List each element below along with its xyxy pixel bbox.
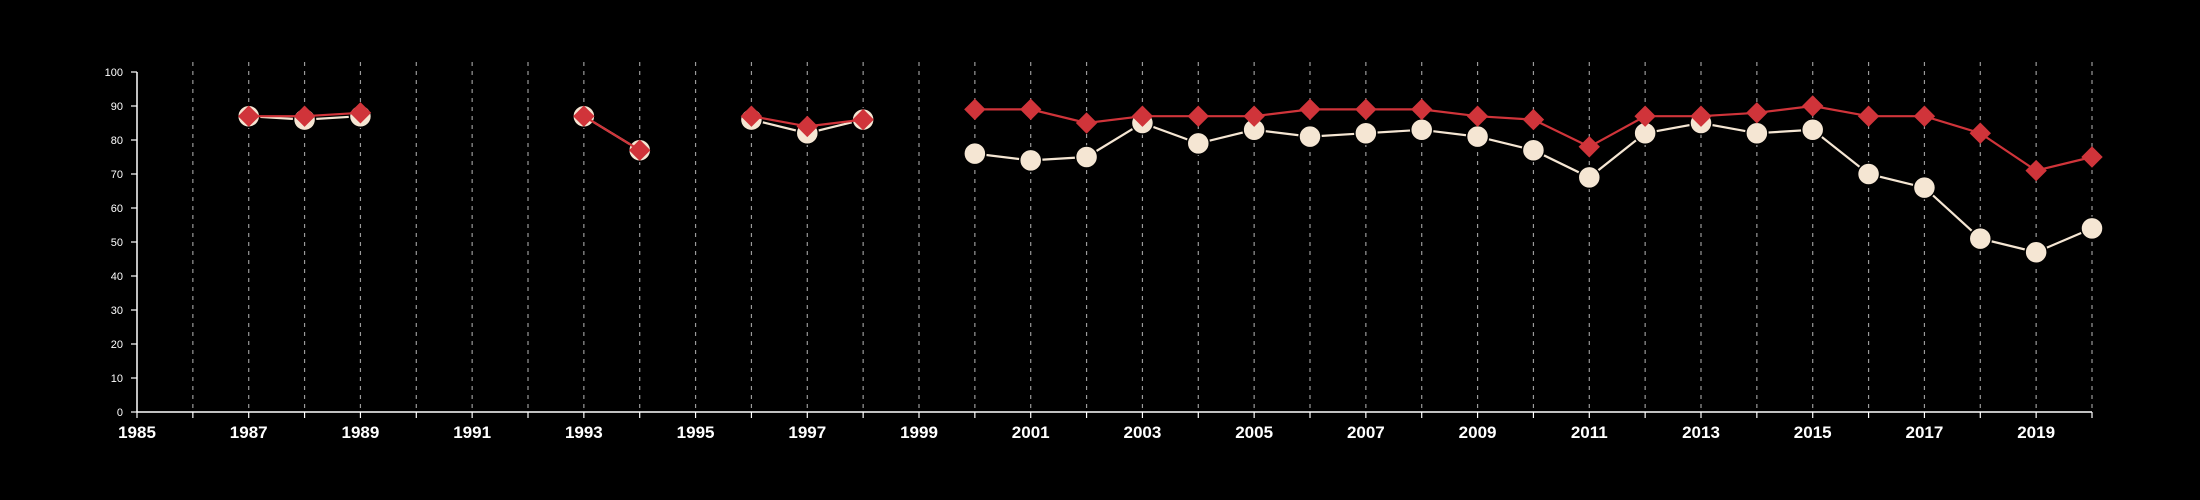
data-point (1187, 105, 1209, 127)
x-tick-label: 2003 (1124, 423, 1162, 442)
x-tick-label: 1993 (565, 423, 603, 442)
data-point (293, 105, 316, 127)
data-point (1466, 105, 1489, 127)
data-point (349, 102, 372, 124)
data-point (1969, 122, 1991, 144)
y-tick-label: 80 (111, 135, 123, 147)
data-series (236, 95, 2104, 264)
data-point (852, 108, 874, 131)
x-tick-label: 2019 (2017, 423, 2055, 442)
y-tick-label: 50 (111, 237, 123, 249)
data-point (1746, 102, 1768, 124)
data-point (964, 98, 986, 121)
data-point (1577, 165, 1602, 190)
data-point (1912, 175, 1937, 200)
data-point (1800, 118, 1825, 142)
y-tick-label: 60 (111, 203, 123, 215)
data-point (1299, 98, 1321, 121)
data-point (1857, 105, 1880, 127)
data-point (963, 141, 987, 166)
x-tick-label: 2001 (1012, 423, 1050, 442)
data-point (1298, 124, 1322, 149)
axes: 0 10 20 30 40 50 60 70 80 90 100 1985 1987 1989 1991 19… (105, 67, 2093, 442)
data-point (1856, 162, 1881, 186)
data-point (1075, 112, 1098, 134)
data-point (1578, 136, 1600, 158)
data-point (1634, 105, 1656, 127)
series-1 (236, 104, 2104, 264)
y-tick-label: 70 (111, 169, 123, 181)
data-point (1690, 105, 1712, 127)
x-tick-label: 1987 (230, 423, 268, 442)
y-tick-label: 10 (111, 373, 123, 385)
x-tick-label: 2013 (1682, 423, 1720, 442)
data-point (1186, 131, 1211, 156)
data-point (1411, 98, 1433, 121)
y-tick-label: 30 (111, 305, 123, 317)
data-point (1409, 118, 1434, 142)
data-point (1802, 95, 1824, 117)
data-point (1243, 105, 1265, 127)
data-point (573, 105, 595, 127)
data-point (1131, 105, 1154, 127)
data-point (1745, 121, 1769, 145)
x-tick-label: 2009 (1459, 423, 1497, 442)
data-point (629, 139, 651, 161)
y-tick-label: 90 (111, 101, 123, 113)
x-tick-label: 1991 (453, 423, 491, 442)
data-point (2025, 159, 2047, 182)
data-point (740, 105, 763, 127)
x-tick-label: 1989 (342, 423, 380, 442)
x-tick-label: 2011 (1571, 423, 1608, 442)
data-point (2081, 146, 2103, 168)
data-point (1465, 124, 1490, 149)
y-tick-label: 100 (105, 67, 123, 79)
x-tick-label: 2017 (1906, 423, 1944, 442)
x-tick-label: 1995 (677, 423, 715, 442)
data-point (1355, 98, 1377, 121)
x-tick-label: 1999 (900, 423, 938, 442)
data-point (1913, 105, 1936, 127)
x-tick-label: 2015 (1794, 423, 1832, 442)
series-2 (238, 95, 2103, 182)
y-tick-label: 20 (111, 339, 123, 351)
data-point (1018, 148, 1043, 173)
data-point (1968, 226, 1993, 251)
y-tick-label: 40 (111, 271, 123, 283)
series-line (583, 115, 641, 152)
data-point (1354, 121, 1378, 145)
y-tick-label: 0 (117, 407, 123, 419)
data-point (1020, 98, 1042, 121)
data-point (2024, 240, 2048, 264)
data-point (796, 115, 818, 138)
x-tick-label: 1997 (788, 423, 826, 442)
data-point (238, 105, 260, 127)
x-tick-label: 2007 (1347, 423, 1385, 442)
x-tick-label: 2005 (1235, 423, 1273, 442)
x-tick-label: 1985 (118, 423, 156, 442)
data-point (1521, 138, 1546, 162)
data-point (1522, 108, 1545, 131)
data-point (1074, 145, 1099, 169)
data-point (2080, 216, 2104, 241)
